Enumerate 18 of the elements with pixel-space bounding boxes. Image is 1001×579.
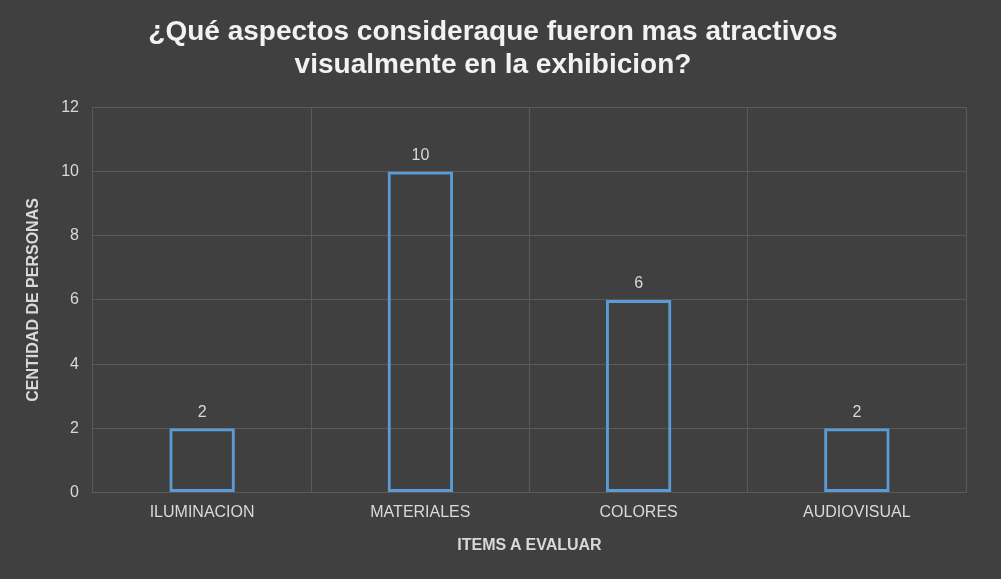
y-tick-label: 10 bbox=[61, 161, 80, 179]
y-tick-label: 6 bbox=[70, 290, 80, 308]
y-tick-label: 12 bbox=[61, 97, 80, 115]
x-tick-label: AUDIOVISUAL bbox=[803, 502, 911, 520]
data-label: 2 bbox=[852, 402, 862, 420]
x-tick-label: COLORES bbox=[599, 502, 678, 520]
y-tick-label: 2 bbox=[70, 418, 80, 436]
x-axis-title: ITEMS A EVALUAR bbox=[457, 535, 603, 553]
x-tick-label: MATERIALES bbox=[370, 502, 471, 520]
y-axis-title: CENTIDAD DE PERSONAS bbox=[24, 197, 42, 402]
chart-title: ¿Qué aspectos consideraque fueron mas atractivos visualmente en la exhibicion? bbox=[148, 14, 838, 80]
x-tick-label: ILUMINACION bbox=[149, 502, 255, 520]
y-tick-label: 0 bbox=[70, 483, 80, 501]
data-label: 10 bbox=[411, 145, 430, 163]
y-tick-label: 8 bbox=[70, 226, 80, 244]
y-tick-label: 4 bbox=[70, 354, 80, 372]
data-label: 6 bbox=[634, 274, 644, 292]
data-label: 2 bbox=[197, 402, 207, 420]
